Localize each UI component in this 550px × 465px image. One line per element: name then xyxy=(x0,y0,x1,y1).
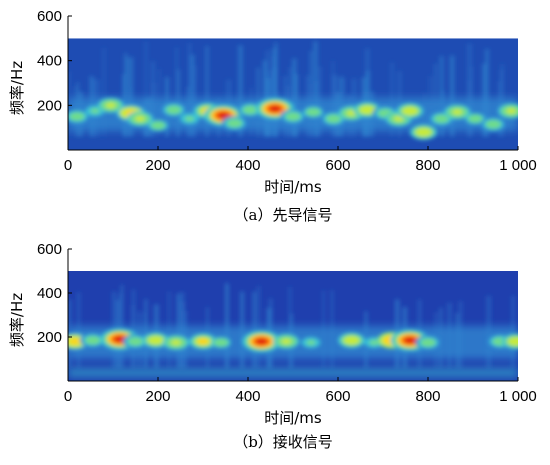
hotspot-mark xyxy=(90,108,100,114)
y-tick-label: 400 xyxy=(37,53,62,70)
hotspot-mark xyxy=(346,337,357,344)
hotspot-mark xyxy=(150,337,162,344)
panel-b-axes: 0 200 400 600 800 1 000 200 400 600 xyxy=(37,241,537,405)
panel-a-caption: （a）先导信号 xyxy=(234,206,333,224)
hotspot-mark xyxy=(217,111,230,119)
hotspot-mark xyxy=(306,339,316,346)
x-tick-label: 600 xyxy=(325,157,350,174)
hotspot-mark xyxy=(452,109,463,115)
x-tick-label: 1 000 xyxy=(499,157,537,174)
hotspot-mark xyxy=(184,116,195,122)
hotspot-mark xyxy=(380,110,391,116)
hotspot-mark xyxy=(470,116,481,122)
hotspot-mark xyxy=(510,338,518,345)
hotspot-mark xyxy=(288,113,298,120)
texture-streak xyxy=(175,47,179,137)
panel-b-caption: （b）接收信号 xyxy=(233,433,333,451)
heatmap-field xyxy=(68,38,518,150)
hotspots xyxy=(68,328,518,353)
x-tick-label: 0 xyxy=(64,157,72,174)
texture-streak xyxy=(439,56,444,137)
x-tick-label: 800 xyxy=(415,157,440,174)
y-tick-label: 600 xyxy=(37,8,62,25)
texture-streak xyxy=(189,54,195,137)
y-tick-label: 600 xyxy=(37,241,62,258)
y-tick-label: 200 xyxy=(37,97,62,114)
hotspot-mark xyxy=(229,120,240,126)
texture-streak xyxy=(102,47,105,137)
hotspot-mark xyxy=(393,115,404,122)
texture-streak xyxy=(188,43,192,137)
hotspot-mark xyxy=(403,336,417,344)
hotspot-mark xyxy=(168,107,179,113)
hotspot-mark xyxy=(170,339,182,346)
texture-streak xyxy=(449,55,455,137)
panel-b-y-axis-label: 频率/Hz xyxy=(8,293,26,347)
hotspot-mark xyxy=(488,121,499,128)
x-tick-label: 200 xyxy=(145,388,170,405)
texture-streak xyxy=(225,282,228,368)
panel-a-plot-area xyxy=(68,38,518,150)
x-tick-label: 200 xyxy=(145,157,170,174)
hotspot-mark xyxy=(423,339,433,346)
hotspot-mark xyxy=(197,338,209,345)
texture-streak xyxy=(125,56,128,137)
hotspot-mark xyxy=(328,115,339,122)
y-tick-label: 200 xyxy=(37,329,62,346)
hotspot-mark xyxy=(72,113,82,120)
hotspot-mark xyxy=(69,338,81,345)
hotspot-mark xyxy=(255,337,268,345)
x-tick-label: 800 xyxy=(415,388,440,405)
x-tick-label: 400 xyxy=(235,388,260,405)
panel-b-x-axis-label: 时间/ms xyxy=(264,409,322,427)
x-tick-label: 400 xyxy=(235,157,260,174)
hotspot-mark xyxy=(418,129,429,136)
x-tick-label: 1 000 xyxy=(499,388,537,405)
hotspots xyxy=(68,97,518,140)
texture-streak xyxy=(270,48,273,137)
low-frequency-band xyxy=(68,367,518,378)
hotspot-mark xyxy=(105,102,116,109)
hotspot-mark xyxy=(134,115,146,122)
hotspot-mark xyxy=(404,107,416,114)
hotspot-mark xyxy=(130,338,141,345)
panel-a-axes: 0 200 400 600 800 1 000 200 400 600 xyxy=(37,8,537,174)
hotspot-mark xyxy=(216,339,226,346)
hotspot-mark xyxy=(361,106,373,113)
hotspot-mark xyxy=(87,337,98,344)
panel-a-y-axis-label: 频率/Hz xyxy=(8,61,26,115)
y-tick-label: 400 xyxy=(37,285,62,302)
texture-streak xyxy=(238,45,243,137)
texture-streak xyxy=(144,41,148,137)
hotspot-mark xyxy=(268,105,282,113)
texture-streak xyxy=(128,57,134,137)
hotspot-mark xyxy=(245,107,256,113)
hotspot-mark xyxy=(436,115,447,122)
texture-streak xyxy=(485,48,490,137)
panel-a-x-axis-label: 时间/ms xyxy=(264,178,322,196)
hotspot-mark xyxy=(153,122,163,129)
hotspot-mark xyxy=(369,339,379,346)
hotspot-mark xyxy=(308,109,319,115)
hotspot-mark xyxy=(281,338,292,345)
x-tick-label: 0 xyxy=(64,388,72,405)
hotspot-mark xyxy=(506,108,517,114)
texture-streak xyxy=(313,41,318,137)
texture-streak xyxy=(205,46,209,137)
x-tick-label: 600 xyxy=(325,388,350,405)
heatmap-field xyxy=(68,271,518,381)
panel-b-plot-area xyxy=(68,271,518,381)
texture-streak xyxy=(274,42,278,137)
